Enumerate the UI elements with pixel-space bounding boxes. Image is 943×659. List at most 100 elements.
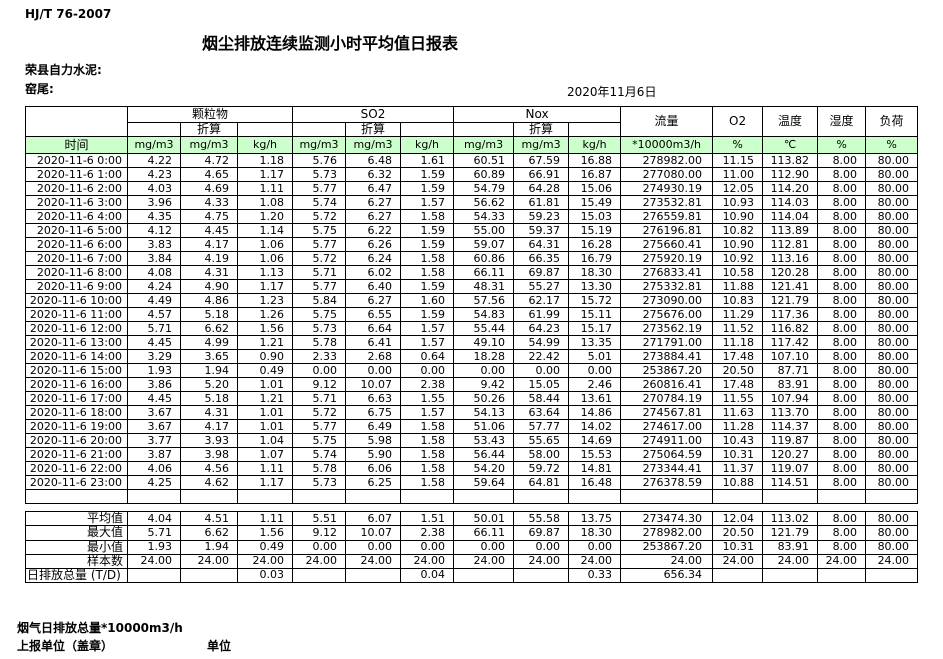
empty-cell [399,489,455,505]
value-cell: 61.81 [513,195,570,211]
data-row: 2020-11-6 11:00 4.57 5.18 1.26 5.75 6.55 1.59 5… [25,307,919,323]
time-cell: 2020-11-6 5:00 [25,223,128,239]
value-cell: 1.17 [237,167,293,183]
summary-value-cell: 13.75 [568,511,622,527]
time-cell: 2020-11-6 18:00 [25,405,128,421]
value-cell: 8.00 [817,279,867,295]
value-cell: 1.04 [237,433,293,449]
value-cell: 14.86 [568,405,622,421]
value-cell: 54.33 [453,209,515,225]
value-cell: 107.10 [762,349,819,365]
value-cell: 5.18 [180,307,238,323]
value-cell: 15.06 [568,181,622,197]
value-cell: 11.29 [712,307,764,323]
summary-value-cell: 18.30 [568,525,622,541]
value-cell: 6.62 [180,321,238,337]
value-cell: 8.00 [817,223,867,239]
header-row-converted: 折算 折算 折算 [26,121,918,138]
value-cell: 276559.81 [620,209,714,225]
summary-value-cell: 2.38 [399,525,455,541]
site-name: 窑尾: [25,82,54,96]
summary-row: 样本数 24.00 24.00 24.00 24.00 24.00 24.00 24.00 24… [25,553,919,569]
value-cell: 4.45 [127,391,181,407]
data-row: 2020-11-6 9:00 4.24 4.90 1.17 5.77 6.40 1.59 48… [25,279,919,295]
data-row: 2020-11-6 5:00 4.12 4.45 1.14 5.75 6.22 1.59 55… [25,223,919,239]
value-cell: 1.13 [237,265,293,281]
col-header-o2: O2 [712,105,764,138]
empty-cell [817,489,867,505]
summary-value-cell: 55.58 [513,511,570,527]
unit-temperature: ℃ [762,136,819,155]
time-cell: 2020-11-6 15:00 [25,363,128,379]
value-cell: 14.02 [568,419,622,435]
value-cell: 54.83 [453,307,515,323]
value-cell: 62.17 [513,293,570,309]
summary-value-cell: 12.04 [712,511,764,527]
value-cell: 5.90 [345,447,401,463]
value-cell: 80.00 [865,335,919,351]
value-cell: 5.77 [292,237,346,253]
value-cell: 66.11 [453,265,515,281]
value-cell: 4.22 [127,153,181,169]
summary-value-cell: 1.94 [180,539,238,555]
value-cell: 10.90 [712,209,764,225]
unit-nox-mgm3: mg/m3 [453,136,515,155]
summary-value-cell [712,567,764,584]
summary-value-cell: 24.00 [237,553,293,569]
summary-value-cell: 0.00 [399,539,455,555]
value-cell: 4.31 [180,265,238,281]
value-cell: 4.69 [180,181,238,197]
value-cell: 1.59 [399,181,455,197]
value-cell: 57.77 [513,419,570,435]
value-cell: 5.18 [180,391,238,407]
value-cell: 8.00 [817,349,867,365]
value-cell: 1.11 [237,181,293,197]
value-cell: 1.57 [399,405,455,421]
value-cell: 113.89 [762,223,819,239]
value-cell: 114.04 [762,209,819,225]
summary-value-cell: 24.00 [620,553,714,569]
company-name: 荣县自力水泥: [25,63,102,77]
data-row: 2020-11-6 8:00 4.08 4.31 1.13 5.71 6.02 1.58 66… [25,265,919,281]
value-cell: 1.94 [180,363,238,379]
value-cell: 8.00 [817,475,867,491]
summary-value-cell: 1.93 [127,539,181,555]
value-cell: 80.00 [865,377,919,393]
summary-label: 最小值 [25,539,128,555]
summary-value-cell: 0.00 [453,539,515,555]
value-cell: 80.00 [865,265,919,281]
value-cell: 8.00 [817,321,867,337]
value-cell: 66.35 [513,251,570,267]
value-cell: 5.77 [292,279,346,295]
value-cell: 6.27 [345,195,401,211]
value-cell: 0.00 [453,363,515,379]
value-cell: 8.00 [817,377,867,393]
value-cell: 5.72 [292,251,346,267]
value-cell: 5.71 [292,391,346,407]
unit-load: % [865,136,919,155]
value-cell: 1.07 [237,447,293,463]
summary-value-cell: 80.00 [865,539,919,555]
empty-cell [180,489,238,505]
data-row: 2020-11-6 17:00 4.45 5.18 1.21 5.71 6.63 1.55 5… [25,391,919,407]
value-cell: 15.19 [568,223,622,239]
summary-value-cell: 80.00 [865,511,919,527]
value-cell: 4.45 [127,335,181,351]
value-cell: 8.00 [817,237,867,253]
empty-cell [237,489,293,505]
value-cell: 54.79 [453,181,515,197]
empty-cell [620,489,714,505]
spacer-row [25,503,918,513]
value-cell: 80.00 [865,251,919,267]
value-cell: 80.00 [865,321,919,337]
col-header-humidity: 湿度 [817,105,867,138]
empty-cell [513,489,570,505]
value-cell: 5.73 [292,321,346,337]
value-cell: 6.27 [345,209,401,225]
value-cell: 5.78 [292,461,346,477]
value-cell: 0.00 [399,363,455,379]
summary-value-cell: 113.02 [762,511,819,527]
summary-label: 日排放总量 (T/D) [25,567,128,584]
time-column-header: 时间 [25,136,128,155]
value-cell: 13.30 [568,279,622,295]
